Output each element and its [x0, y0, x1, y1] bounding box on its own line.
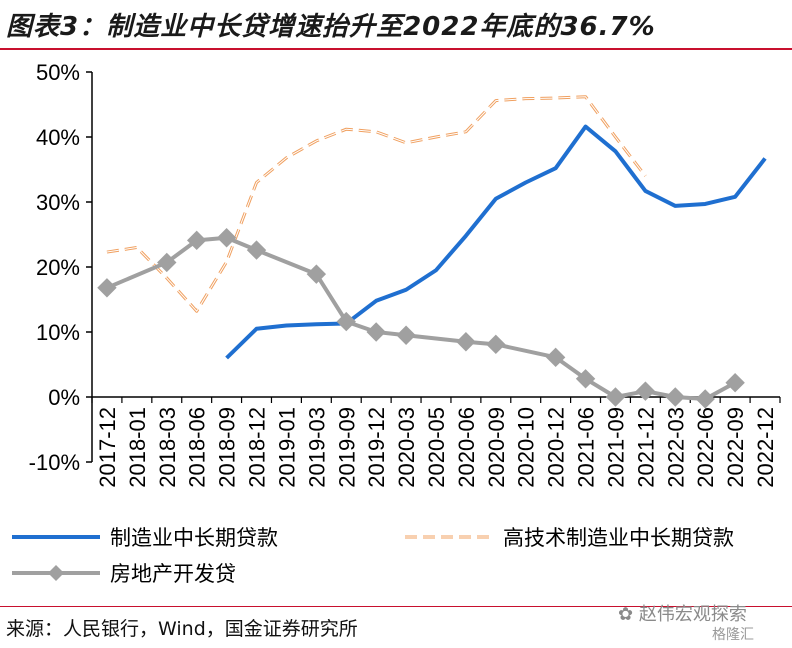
x-tick-label: 2018-01: [125, 407, 150, 488]
x-tick-label: 2021-09: [603, 407, 628, 488]
y-tick-label: 30%: [36, 190, 80, 215]
series-marker-real-estate: [246, 240, 267, 260]
y-tick-label: 20%: [36, 255, 80, 280]
x-tick-label: 2021-12: [633, 407, 658, 488]
series-line-hightech-inner: [106, 96, 646, 313]
line-chart: -10%0%10%20%30%40%50%2017-12 2018-01 2018-…: [12, 60, 781, 586]
series-marker-real-estate: [186, 230, 207, 251]
series-line-real-estate: [106, 235, 737, 401]
x-tick-label: 2022-09: [723, 407, 748, 488]
series-marker-real-estate: [695, 389, 715, 409]
series-marker-real-estate: [635, 381, 656, 401]
x-tick-label: 2020-03: [394, 407, 419, 488]
series-marker-real-estate: [575, 369, 596, 389]
x-tick-label: 2020-09: [484, 407, 509, 488]
series-marker-real-estate: [366, 322, 386, 342]
legend-marker-real-estate: [48, 565, 64, 581]
y-tick-label: 0%: [48, 385, 80, 410]
y-tick-label: -10%: [29, 450, 80, 475]
watermark-sub: 格隆汇: [712, 627, 754, 643]
x-tick-label: 2018-03: [155, 407, 180, 488]
x-tick-label: 2018-06: [185, 407, 210, 488]
series-marker-real-estate: [725, 372, 745, 393]
series-marker-real-estate: [216, 228, 237, 248]
x-tick-label: 2019-09: [334, 407, 359, 488]
x-tick-label: 2020-10: [514, 407, 539, 488]
series-marker-real-estate: [97, 278, 117, 298]
x-tick-label: 2017-12: [95, 407, 120, 488]
y-tick-label: 50%: [36, 60, 80, 85]
x-tick-label: 2020-05: [424, 407, 449, 488]
legend-label: 房地产开发贷: [110, 562, 236, 586]
title-divider: [0, 48, 792, 50]
series-marker-real-estate: [456, 332, 476, 352]
series-marker-real-estate: [157, 252, 177, 273]
x-tick-label: 2022-12: [753, 407, 778, 488]
x-tick-label: 2018-12: [245, 407, 270, 488]
x-tick-label: 2022-06: [693, 407, 718, 488]
series-marker-real-estate: [665, 387, 686, 407]
x-tick-label: 2020-12: [544, 407, 569, 488]
series-marker-real-estate: [486, 334, 506, 355]
legend-label: 高技术制造业中长期贷款: [503, 526, 734, 550]
x-tick-label: 2020-06: [454, 407, 479, 488]
wechat-icon: ✿: [618, 604, 634, 625]
x-tick-label: 2022-03: [663, 407, 688, 488]
series-marker-real-estate: [336, 311, 356, 332]
legend-label: 制造业中长期贷款: [110, 526, 278, 550]
series-line-hightech: [106, 95, 647, 313]
x-tick-label: 2019-01: [274, 407, 299, 488]
y-tick-label: 10%: [36, 320, 80, 345]
chart-title: 图表3：制造业中长贷增速抬升至2022年底的36.7%: [6, 12, 656, 42]
y-tick-label: 40%: [36, 125, 80, 150]
source-note: 来源：人民银行，Wind，国金证券研究所: [6, 618, 358, 640]
source-divider: [0, 606, 792, 607]
series-marker-real-estate: [306, 264, 327, 284]
watermark-label: 赵伟宏观探索: [638, 604, 747, 625]
x-tick-label: 2019-12: [364, 407, 389, 488]
series-marker-real-estate: [545, 347, 566, 368]
x-tick-label: 2021-06: [574, 407, 599, 488]
series-line-manufacturing: [225, 124, 767, 360]
watermark-text: ✿ 赵伟宏观探索: [618, 600, 747, 626]
series-marker-real-estate: [605, 387, 626, 407]
x-tick-label: 2018-09: [215, 407, 240, 488]
x-tick-label: 2019-03: [304, 407, 329, 488]
series-marker-real-estate: [396, 325, 416, 345]
